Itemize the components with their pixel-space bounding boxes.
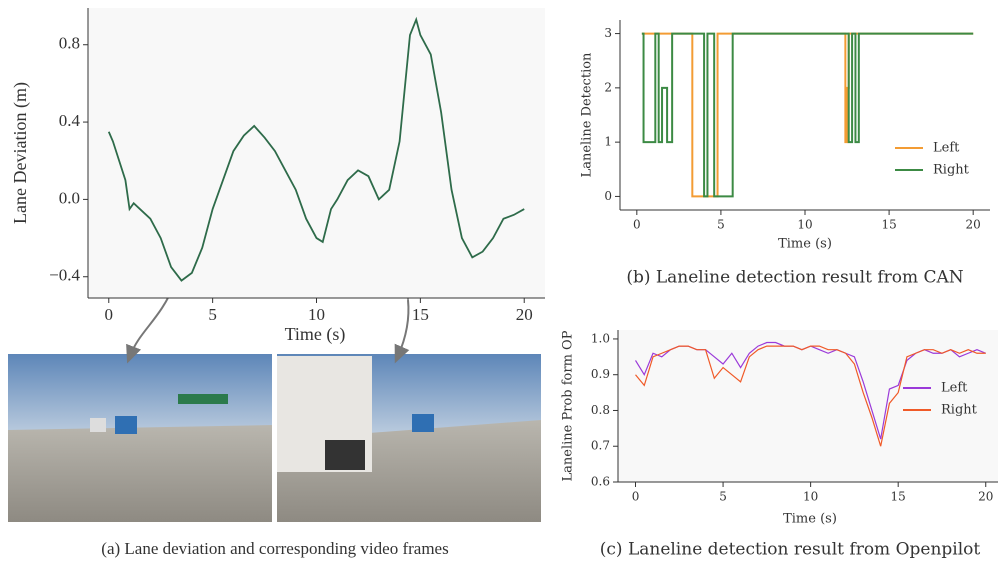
y-tick-label: 1.0: [591, 331, 610, 345]
x-tick-label: 15: [881, 218, 896, 232]
x-axis-label: Time (s): [285, 324, 346, 345]
video-frame-right: [277, 354, 541, 522]
x-axis-label: Time (s): [783, 512, 837, 527]
x-tick-label: 10: [803, 490, 818, 504]
y-tick-label: 0.0: [59, 188, 80, 207]
chart: 0 5 10 15 20 0 1 2 3 Time (s) Laneline Detection (b…: [580, 20, 990, 288]
caption: (a) Lane deviation and corresponding vid…: [101, 539, 448, 558]
chart: 0 5 10 15 20 0.6 0.7 0.8 0.9 1.0 Time (s) Laneline …: [561, 330, 998, 560]
y-tick-label: 1: [604, 135, 612, 149]
x-tick-label: 10: [308, 305, 325, 324]
y-tick-label: 0.8: [591, 403, 610, 417]
y-tick-label: 0.8: [59, 34, 80, 53]
x-tick-label: 15: [412, 305, 429, 324]
y-tick-label: 0.4: [59, 111, 81, 130]
y-tick-label: 0.7: [591, 439, 610, 453]
x-axis-label: Time (s): [778, 237, 832, 252]
x-tick-label: 20: [966, 218, 981, 232]
y-axis-label: Laneline Detection: [580, 52, 595, 177]
x-tick-label: 0: [632, 490, 640, 504]
x-tick-label: 10: [797, 218, 812, 232]
y-axis-label: Lane Deviation (m): [10, 82, 31, 224]
y-tick-label: 0.9: [591, 367, 610, 381]
x-tick-label: 5: [208, 305, 217, 324]
y-axis-label: Laneline Prob form OP: [561, 330, 576, 481]
legend-label: Left: [933, 141, 960, 156]
plot-background: [620, 20, 990, 210]
y-tick-label: 3: [604, 26, 612, 40]
plot-background: [618, 330, 998, 482]
x-tick-label: 0: [633, 218, 641, 232]
x-tick-label: 20: [978, 490, 993, 504]
data-line: [107, 16, 525, 282]
x-tick-label: 15: [891, 490, 906, 504]
caption: (b) Laneline detection result from CAN: [626, 268, 963, 288]
legend-label: Right: [941, 403, 978, 418]
x-tick-label: 5: [719, 490, 727, 504]
arrow: [394, 299, 410, 364]
caption: (c) Laneline detection result from Openp…: [600, 540, 981, 560]
legend-label: Left: [941, 381, 968, 396]
chart: 0 5 10 15 20 −0.4 0.0 0.4 0.8 Time (s) Lane Deviat…: [10, 8, 545, 558]
x-tick-label: 5: [717, 218, 725, 232]
y-tick-label: 0.6: [591, 475, 610, 489]
legend-label: Right: [933, 163, 970, 178]
data-line: [641, 32, 974, 198]
data-line: [635, 345, 986, 447]
x-tick-label: 20: [516, 305, 533, 324]
video-frame-left: [8, 354, 272, 522]
y-tick-label: 0: [604, 189, 612, 203]
x-tick-label: 0: [105, 305, 114, 324]
y-tick-label: 2: [604, 80, 612, 94]
y-tick-label: −0.4: [49, 266, 80, 285]
